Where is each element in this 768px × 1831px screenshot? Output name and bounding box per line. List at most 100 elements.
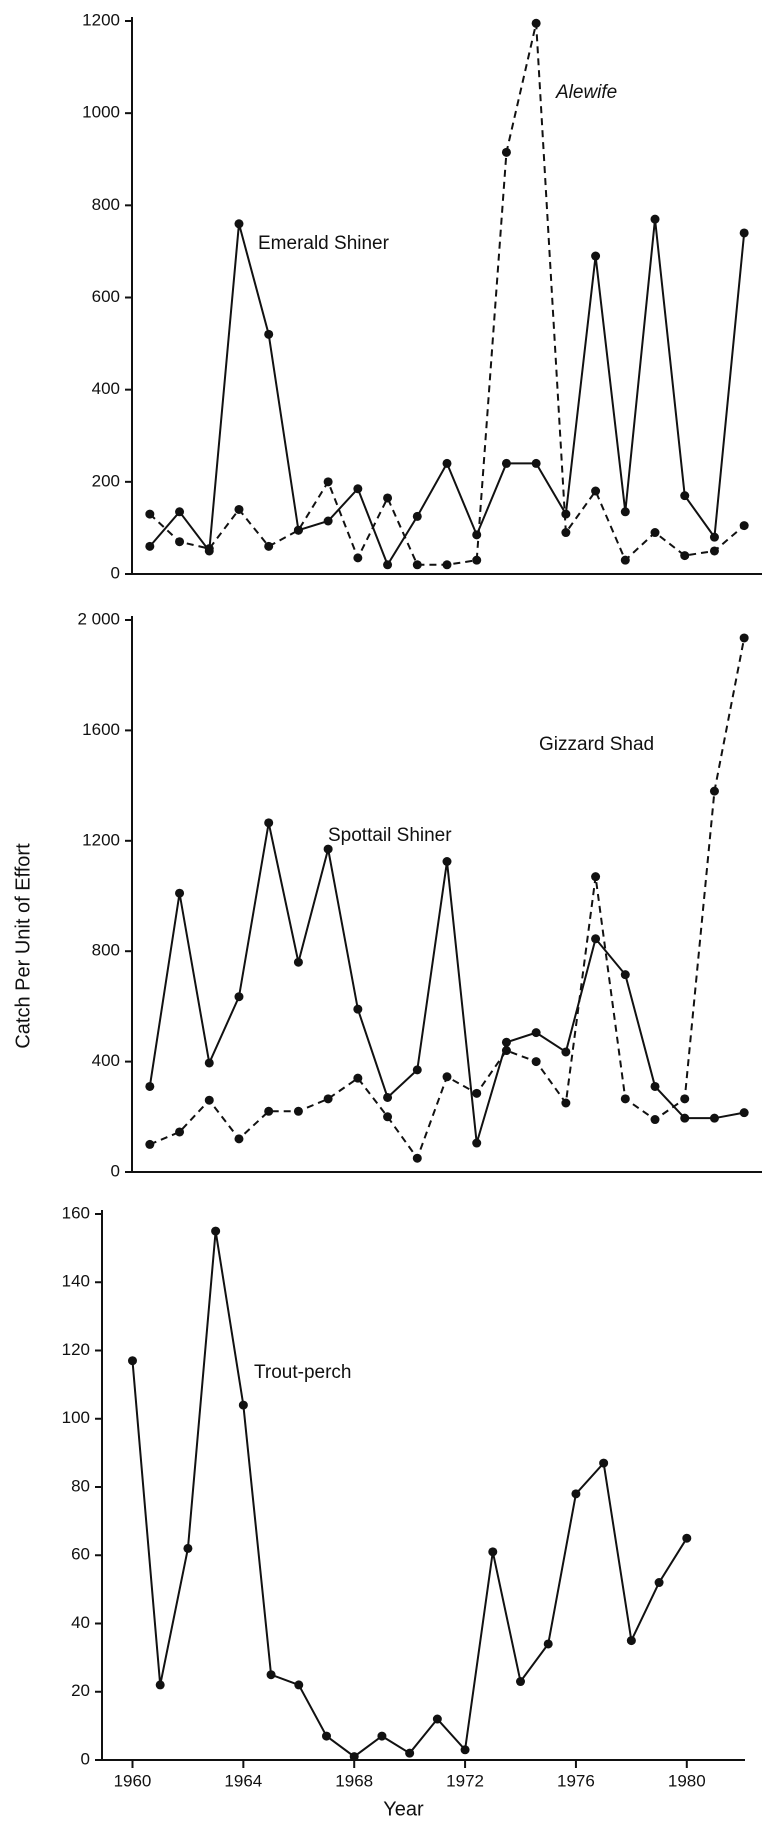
data-point bbox=[353, 1004, 363, 1014]
y-tick-label: 400 bbox=[92, 1051, 120, 1070]
data-point bbox=[412, 511, 422, 521]
y-tick-label: 1200 bbox=[82, 10, 120, 29]
data-point bbox=[204, 544, 214, 554]
y-tick-label: 1000 bbox=[82, 103, 120, 122]
series-label: Alewife bbox=[555, 82, 617, 103]
data-point bbox=[175, 537, 185, 547]
data-point bbox=[234, 219, 244, 229]
data-point bbox=[383, 1092, 393, 1102]
data-point bbox=[531, 458, 541, 468]
data-point bbox=[501, 1046, 511, 1056]
data-point bbox=[383, 560, 393, 570]
y-tick-label: 0 bbox=[111, 563, 120, 582]
data-point bbox=[145, 1081, 155, 1091]
y-tick-label: 600 bbox=[92, 287, 120, 306]
data-point bbox=[323, 477, 333, 487]
data-point bbox=[680, 551, 690, 561]
data-point bbox=[650, 1115, 660, 1125]
data-point bbox=[412, 1065, 422, 1075]
y-tick-label: 1600 bbox=[82, 720, 120, 739]
y-tick-label: 80 bbox=[71, 1476, 90, 1495]
data-point bbox=[680, 1113, 690, 1123]
y-tick-label: 120 bbox=[62, 1340, 90, 1359]
series-line bbox=[131, 1230, 688, 1758]
data-point bbox=[460, 1745, 470, 1755]
data-point bbox=[383, 493, 393, 503]
data-point bbox=[620, 1094, 630, 1104]
data-point bbox=[591, 486, 601, 496]
data-point bbox=[353, 484, 363, 494]
data-point bbox=[516, 1677, 526, 1687]
data-point bbox=[591, 934, 601, 944]
data-point bbox=[204, 1058, 214, 1068]
data-point bbox=[175, 888, 185, 898]
data-point bbox=[145, 1139, 155, 1149]
y-tick-label: 60 bbox=[71, 1545, 90, 1564]
x-tick-label: 1976 bbox=[557, 1771, 595, 1790]
data-point bbox=[501, 458, 511, 468]
data-point bbox=[238, 1400, 248, 1410]
data-point bbox=[264, 541, 274, 551]
data-point bbox=[680, 491, 690, 501]
y-tick-label: 160 bbox=[62, 1203, 90, 1222]
data-point bbox=[591, 251, 601, 261]
data-point bbox=[293, 525, 303, 535]
data-point bbox=[501, 1037, 511, 1047]
data-point bbox=[321, 1731, 331, 1741]
data-point bbox=[650, 528, 660, 538]
data-point bbox=[127, 1356, 137, 1366]
y-tick-label: 1200 bbox=[82, 830, 120, 849]
data-point bbox=[561, 1098, 571, 1108]
data-point bbox=[353, 1073, 363, 1083]
data-point bbox=[383, 1112, 393, 1122]
data-point bbox=[323, 844, 333, 854]
x-tick-label: 1964 bbox=[224, 1771, 262, 1790]
data-point bbox=[709, 532, 719, 542]
data-point bbox=[323, 1094, 333, 1104]
data-point bbox=[353, 553, 363, 563]
data-point bbox=[211, 1226, 221, 1236]
series-label: Spottail Shiner bbox=[328, 825, 452, 846]
data-point bbox=[650, 1081, 660, 1091]
data-point bbox=[543, 1639, 553, 1649]
data-point bbox=[377, 1731, 387, 1741]
y-tick-label: 0 bbox=[81, 1749, 90, 1768]
data-point bbox=[264, 818, 274, 828]
series-line bbox=[149, 23, 745, 566]
y-tick-label: 400 bbox=[92, 379, 120, 398]
data-point bbox=[654, 1578, 664, 1588]
series-line bbox=[148, 822, 745, 1144]
data-point bbox=[155, 1680, 165, 1690]
data-point bbox=[145, 509, 155, 519]
series-label: Emerald Shiner bbox=[258, 233, 390, 254]
data-point bbox=[488, 1547, 498, 1557]
series-label: Gizzard Shad bbox=[539, 734, 654, 755]
data-point bbox=[432, 1714, 442, 1724]
data-point bbox=[175, 1127, 185, 1137]
y-axis-label: Catch Per Unit of Effort bbox=[12, 843, 34, 1049]
data-point bbox=[739, 1108, 749, 1118]
y-tick-label: 2 000 bbox=[77, 609, 120, 628]
data-point bbox=[682, 1533, 692, 1543]
data-point bbox=[412, 1153, 422, 1163]
data-point bbox=[680, 1094, 690, 1104]
data-point bbox=[175, 507, 185, 517]
data-point bbox=[442, 1072, 452, 1082]
data-point bbox=[472, 530, 482, 540]
data-point bbox=[266, 1670, 276, 1680]
x-tick-label: 1980 bbox=[668, 1771, 706, 1790]
data-point bbox=[234, 504, 244, 514]
data-point bbox=[442, 857, 452, 866]
y-tick-label: 100 bbox=[62, 1408, 90, 1427]
data-point bbox=[620, 507, 630, 517]
data-point bbox=[561, 528, 571, 538]
data-point bbox=[620, 970, 630, 980]
data-point bbox=[264, 1106, 274, 1116]
y-tick-label: 140 bbox=[62, 1272, 90, 1291]
data-point bbox=[561, 509, 571, 519]
data-point bbox=[294, 1680, 304, 1690]
y-tick-label: 800 bbox=[92, 941, 120, 960]
data-point bbox=[293, 957, 303, 967]
series-label: Trout-perch bbox=[254, 1362, 352, 1383]
data-point bbox=[709, 546, 719, 556]
